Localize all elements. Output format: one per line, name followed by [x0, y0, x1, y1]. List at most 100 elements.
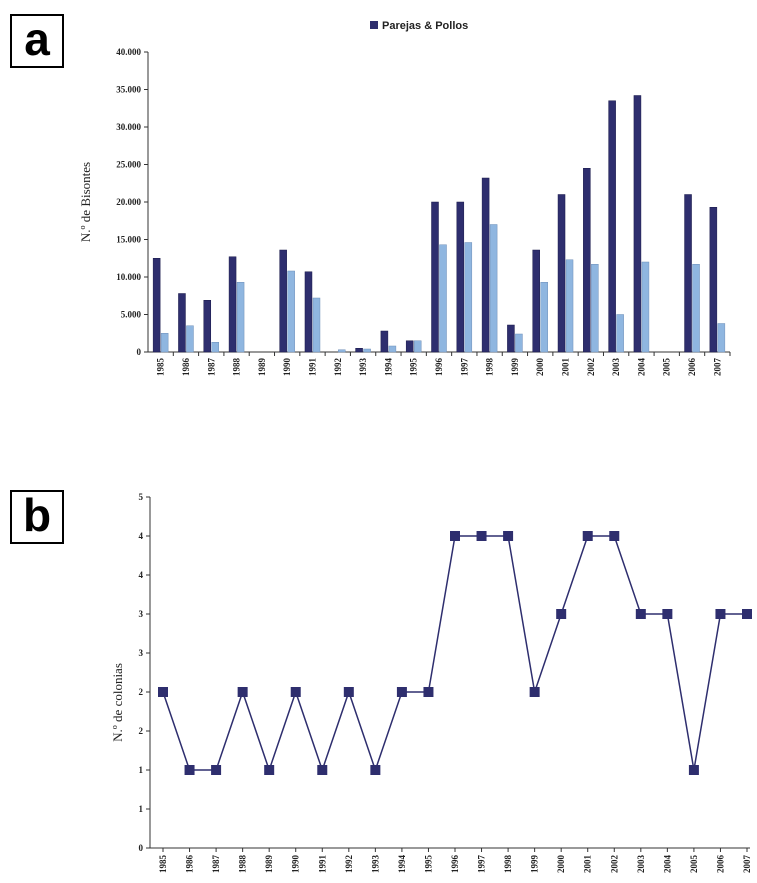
x-tick-label-a: 1991 [307, 358, 317, 377]
bar-pollos-2001 [565, 259, 574, 353]
marker-1995 [423, 687, 434, 697]
bar-pollos-1990 [287, 270, 295, 353]
bar-parejas-2001 [557, 194, 566, 353]
x-tick-label-a: 1993 [358, 358, 368, 377]
marker-1997 [476, 531, 487, 541]
x-tick-label-b: 1992 [344, 855, 354, 874]
x-tick-label-b: 1991 [317, 855, 327, 874]
x-tick-label-b: 2002 [609, 855, 619, 874]
bar-pollos-2004 [641, 261, 650, 353]
bar-pollos-1993 [363, 348, 371, 353]
x-tick-label-b: 2006 [715, 855, 725, 874]
bar-parejas-2007 [709, 207, 718, 353]
x-tick-label-a: 1987 [206, 358, 216, 377]
x-tick-label-b: 2004 [662, 855, 672, 874]
bar-parejas-2006 [684, 194, 692, 353]
bar-pollos-2003 [616, 314, 624, 353]
x-tick-label-a: 1999 [510, 358, 520, 377]
x-tick-label-a: 1990 [282, 358, 292, 377]
x-tick-label-b: 1987 [211, 855, 221, 874]
bar-pollos-2007 [717, 323, 726, 353]
x-tick-label-a: 1986 [181, 358, 191, 377]
marker-1996 [450, 531, 460, 541]
x-tick-label-b: 1994 [397, 855, 407, 874]
marker-1992 [343, 687, 354, 697]
x-tick-label-a: 2002 [586, 358, 596, 377]
bar-parejas-1998 [481, 177, 490, 353]
bar-pollos-1999 [515, 333, 523, 353]
x-tick-label-b: 1999 [530, 855, 540, 874]
y-tick-label-b: 4 [139, 531, 144, 541]
bar-pollos-1996 [439, 244, 447, 353]
x-tick-label-a: 2000 [535, 358, 545, 377]
x-tick-label-a: 1988 [232, 358, 242, 377]
bar-pollos-1986 [186, 325, 194, 353]
marker-1998 [503, 531, 514, 541]
bar-parejas-1997 [456, 201, 465, 353]
legend-swatch-a [370, 21, 378, 29]
bar-parejas-1987 [203, 300, 212, 353]
x-tick-label-a: 2005 [662, 358, 672, 377]
y-tick-label-b: 2 [139, 687, 144, 697]
y-axis-title-a: N.º de Bisontes [78, 162, 93, 242]
marker-1990 [290, 687, 301, 697]
x-tick-label-b: 1988 [238, 855, 248, 874]
x-tick-label-b: 1986 [185, 855, 195, 874]
marker-1994 [396, 687, 407, 697]
bar-pollos-1991 [312, 297, 321, 353]
x-tick-label-b: 1989 [264, 855, 274, 874]
y-tick-label-b: 2 [139, 726, 144, 736]
x-tick-label-b: 1998 [503, 855, 513, 874]
x-tick-label-b: 1996 [450, 855, 460, 874]
x-tick-label-a: 2001 [561, 358, 571, 377]
bar-pollos-2006 [692, 264, 700, 353]
bar-pollos-2000 [540, 282, 548, 353]
x-tick-label-a: 1995 [409, 358, 419, 377]
marker-2001 [582, 531, 593, 541]
legend-label-a: Parejas & Pollos [382, 20, 468, 32]
y-tick-label-a: 35.000 [116, 85, 141, 95]
marker-2004 [662, 609, 673, 619]
x-tick-label-a: 2006 [687, 358, 697, 377]
bar-parejas-2003 [608, 100, 616, 353]
bar-parejas-1990 [279, 249, 287, 353]
y-axis-title-b: N.º de colonias [110, 663, 125, 742]
bar-pollos-1997 [464, 242, 473, 353]
y-tick-label-a: 30.000 [116, 122, 141, 132]
y-tick-label-b: 5 [139, 492, 144, 502]
marker-1988 [237, 687, 248, 697]
bar-parejas-1991 [304, 271, 313, 353]
bar-parejas-1986 [178, 293, 186, 353]
x-tick-label-a: 1985 [156, 358, 166, 377]
y-tick-label-a: 0 [137, 347, 142, 357]
x-tick-label-a: 1992 [333, 358, 343, 377]
panel-label-a: a [10, 14, 64, 68]
bar-pollos-1985 [160, 333, 169, 353]
x-tick-label-b: 2000 [556, 855, 566, 874]
bar-parejas-1999 [507, 324, 515, 353]
bar-pollos-1988 [236, 282, 245, 353]
bar-pollos-1998 [489, 224, 498, 353]
y-tick-label-b: 3 [139, 609, 144, 619]
marker-2000 [556, 609, 567, 619]
bar-pollos-2002 [591, 264, 599, 353]
x-tick-label-a: 1998 [485, 358, 495, 377]
y-tick-label-a: 25.000 [116, 160, 141, 170]
x-tick-label-a: 2007 [712, 358, 722, 377]
marker-1999 [529, 687, 540, 697]
y-tick-label-a: 15.000 [116, 235, 141, 245]
marker-1991 [317, 765, 328, 775]
bar-pollos-1994 [388, 345, 397, 353]
bar-parejas-2004 [633, 95, 642, 353]
marker-2005 [688, 765, 699, 775]
marker-1986 [184, 765, 195, 775]
bar-parejas-1993 [355, 348, 363, 353]
panel-label-b: b [10, 490, 64, 544]
marker-1989 [264, 765, 275, 775]
bar-parejas-1985 [152, 258, 161, 353]
bar-parejas-1995 [405, 340, 414, 353]
bar-parejas-1994 [380, 330, 389, 353]
bar-parejas-1996 [431, 201, 439, 353]
y-tick-label-a: 5.000 [121, 310, 142, 320]
